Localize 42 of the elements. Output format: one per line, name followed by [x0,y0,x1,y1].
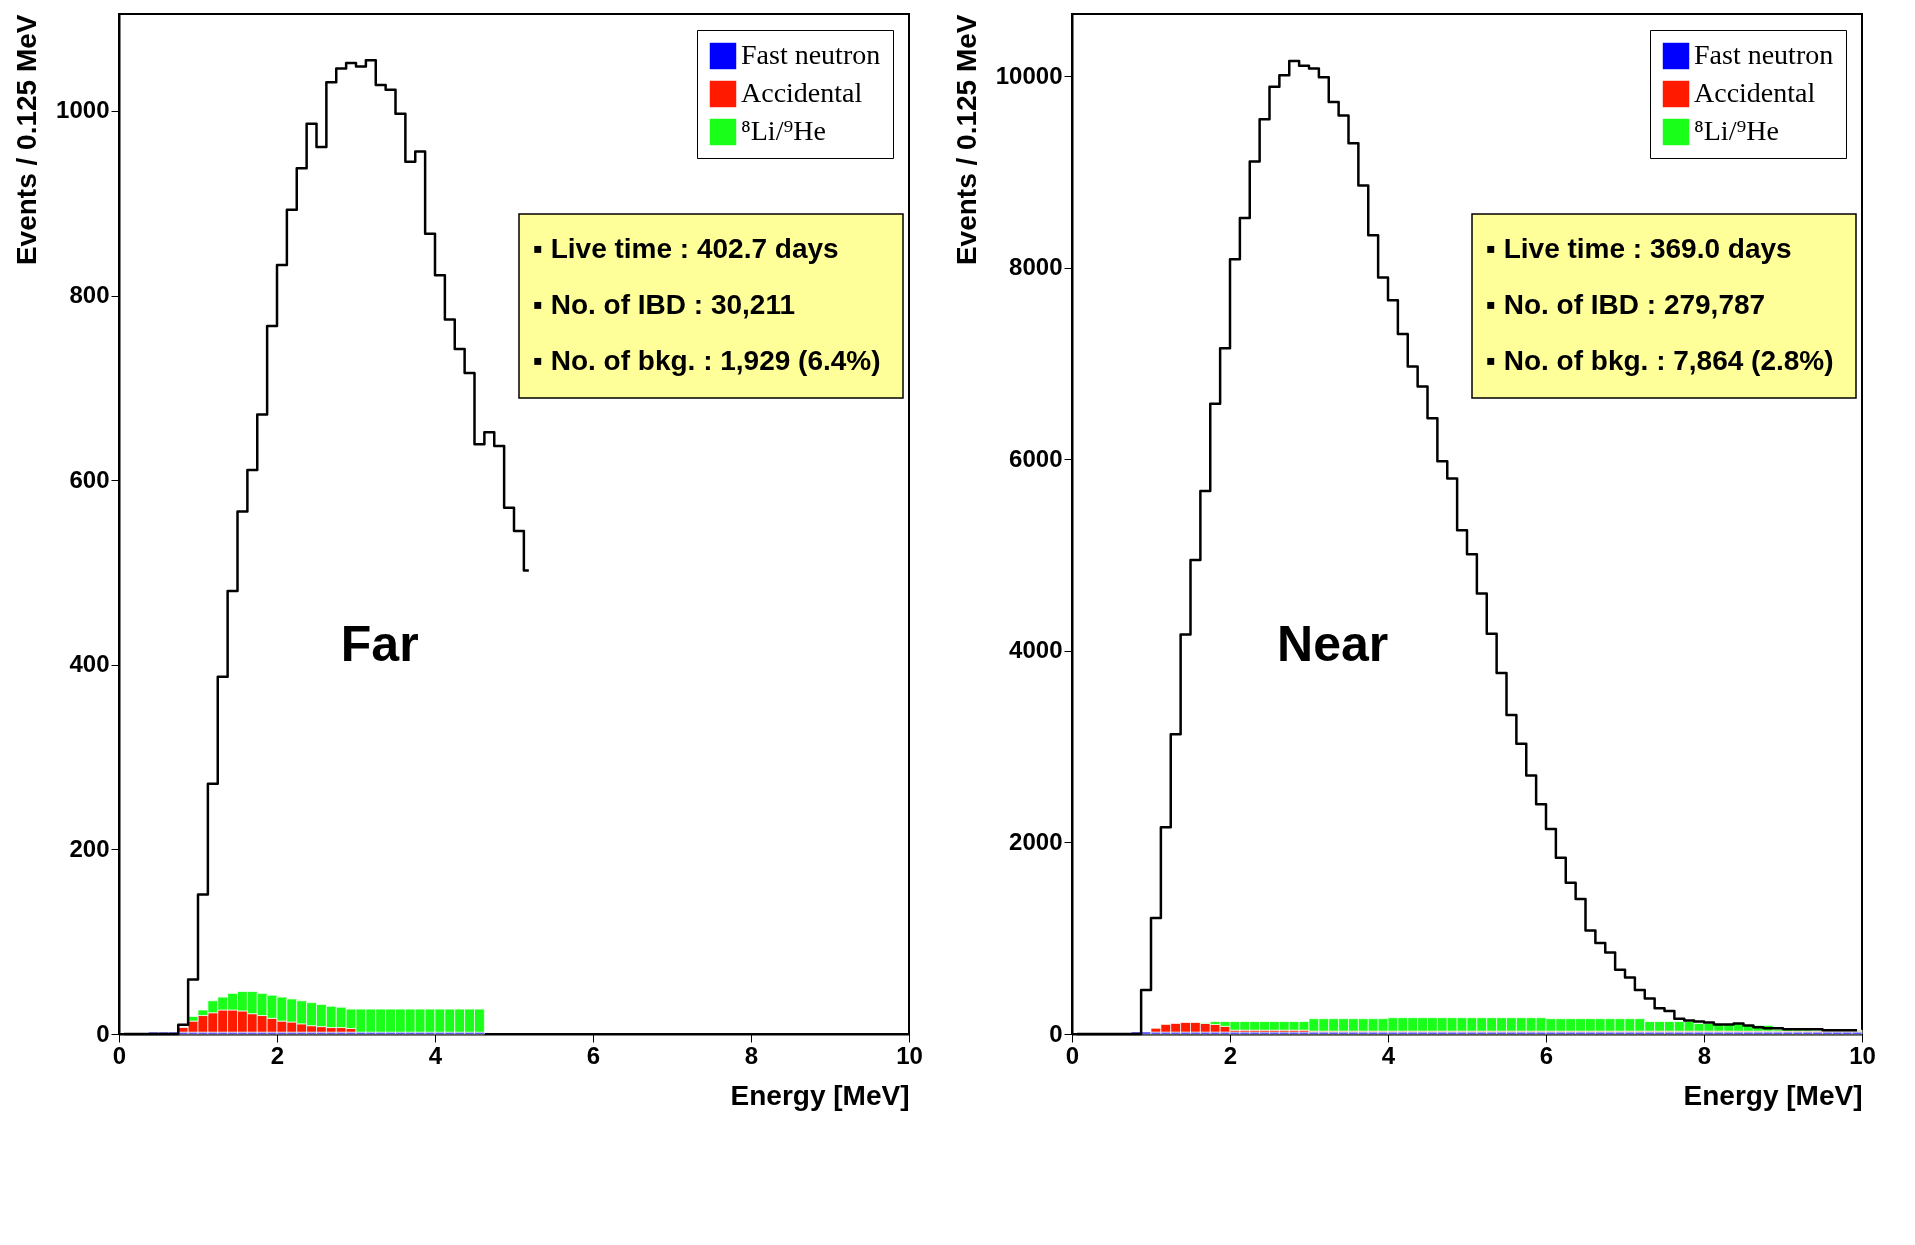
y-axis-title: Events / 0.125 MeV [950,14,982,266]
legend-label: Accidental [1694,77,1816,108]
annotation: Far [340,616,419,673]
annotation: ▪ Live time : 369.0 days [1486,233,1792,264]
legend-label: Fast neutron [1694,39,1834,70]
y-axis-title: Events / 0.125 MeV [11,14,43,266]
y-tick-label: 8000 [1009,253,1063,281]
y-tick-label: 6000 [1009,444,1063,472]
x-tick-label: 6 [586,1041,601,1069]
y-tick-label: 10000 [995,61,1063,89]
x-tick-label: 8 [1697,1041,1712,1069]
annotation: ▪ No. of bkg. : 7,864 (2.8%) [1486,345,1834,376]
x-tick-label: 8 [744,1041,759,1069]
x-tick-label: 0 [112,1041,127,1069]
y-tick-label: 600 [69,465,110,493]
legend-label: ⁸Li/⁹He [1694,115,1779,146]
y-tick-label: 4000 [1009,636,1063,664]
legend-label: ⁸Li/⁹He [741,115,826,146]
annotation: ▪ Live time : 402.7 days [533,233,839,264]
x-tick-label: 4 [428,1041,443,1069]
x-axis-title: Energy [MeV] [1683,1079,1863,1111]
y-tick-label: 1000 [56,96,110,124]
x-tick-label: 0 [1065,1041,1080,1069]
annotation: ▪ No. of IBD : 30,211 [533,289,795,320]
y-tick-label: 0 [96,1019,110,1047]
y-tick-label: 200 [69,834,110,862]
x-tick-label: 2 [270,1041,285,1069]
legend-label: Accidental [741,77,863,108]
annotation: ▪ No. of IBD : 279,787 [1486,289,1766,320]
x-tick-label: 2 [1223,1041,1238,1069]
x-axis-title: Energy [MeV] [730,1079,910,1111]
annotation: Near [1277,616,1389,673]
legend-label: Fast neutron [741,39,881,70]
annotation: ▪ No. of bkg. : 1,929 (6.4%) [533,345,881,376]
y-tick-label: 0 [1049,1019,1063,1047]
x-tick-label: 6 [1539,1041,1554,1069]
y-tick-label: 400 [69,650,110,678]
x-tick-label: 10 [1849,1041,1876,1069]
y-tick-label: 800 [69,281,110,309]
x-tick-label: 10 [896,1041,923,1069]
y-tick-label: 2000 [1009,827,1063,855]
x-tick-label: 4 [1381,1041,1396,1069]
